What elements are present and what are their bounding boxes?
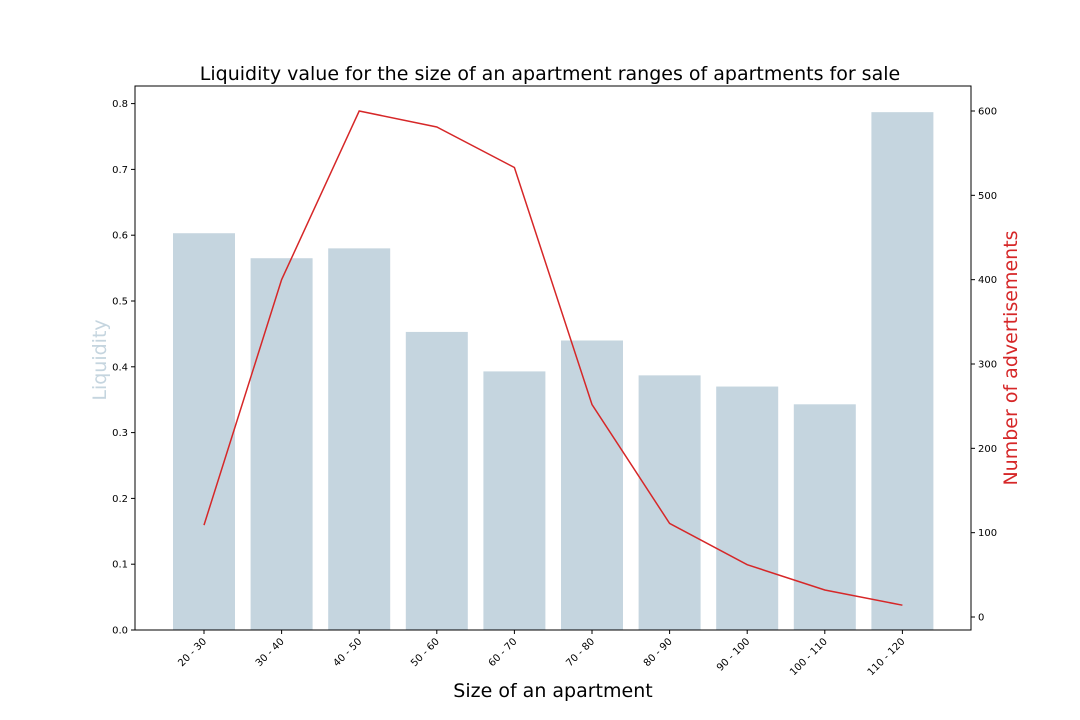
left-tick-label: 0.7	[112, 165, 128, 176]
bar-20-30	[173, 233, 235, 630]
left-tick-label: 0.3	[112, 428, 128, 439]
bar-80-90	[638, 375, 701, 630]
bar-30-40	[250, 258, 313, 630]
x-axis-label: Size of an apartment	[453, 680, 652, 702]
bar-50-60	[405, 331, 468, 630]
left-tick-label: 0.4	[112, 362, 128, 373]
bar-40-50	[328, 248, 391, 631]
right-axis: 0 100 200 300 400 500 600	[971, 107, 997, 624]
x-tick-label: 60 - 70	[487, 636, 520, 669]
right-tick-label: 200	[978, 444, 997, 455]
right-tick-label: 100	[978, 528, 997, 539]
x-tick-label: 70 - 80	[564, 636, 597, 669]
bars-layer	[173, 112, 934, 631]
advertisements-line	[203, 110, 903, 606]
left-tick-label: 0.8	[112, 99, 128, 110]
x-tick-label: 30 - 40	[254, 636, 287, 669]
x-tick-label: 80 - 90	[642, 636, 675, 669]
right-tick-label: 300	[978, 360, 997, 371]
x-tick-label: 40 - 50	[331, 636, 364, 669]
left-tick-label: 0.0	[112, 626, 128, 637]
x-tick-label: 50 - 60	[409, 636, 442, 669]
bar-90-100	[716, 386, 779, 630]
x-axis: 20 - 30 30 - 40 40 - 50 50 - 60 60 - 70 70 - …	[176, 630, 908, 678]
chart-title: Liquidity value for the size of an apart…	[200, 63, 900, 85]
left-tick-label: 0.5	[112, 297, 128, 308]
bar-70-80	[561, 340, 623, 630]
left-axis-label: Liquidity	[89, 319, 111, 400]
bar-100-110	[793, 404, 856, 630]
bar-60-70	[483, 371, 546, 630]
x-tick-label: 20 - 30	[176, 636, 209, 669]
right-tick-label: 500	[978, 191, 997, 202]
right-axis-label: Number of advertisements	[1000, 230, 1022, 485]
x-tick-label: 90 - 100	[715, 636, 752, 673]
line-layer	[203, 110, 903, 606]
plot-frame	[134, 85, 972, 631]
right-tick-label: 0	[978, 613, 984, 624]
right-tick-label: 600	[978, 107, 997, 118]
bar-110-120	[871, 112, 934, 631]
right-tick-label: 400	[978, 275, 997, 286]
x-tick-label: 110 - 120	[866, 636, 908, 678]
left-tick-label: 0.6	[112, 231, 128, 242]
left-tick-label: 0.1	[112, 560, 128, 571]
x-tick-label: 100 - 110	[788, 636, 830, 678]
left-tick-label: 0.2	[112, 494, 128, 505]
left-axis: 0.0 0.1 0.2 0.3 0.4 0.5 0.6 0.7 0.8	[112, 99, 135, 637]
